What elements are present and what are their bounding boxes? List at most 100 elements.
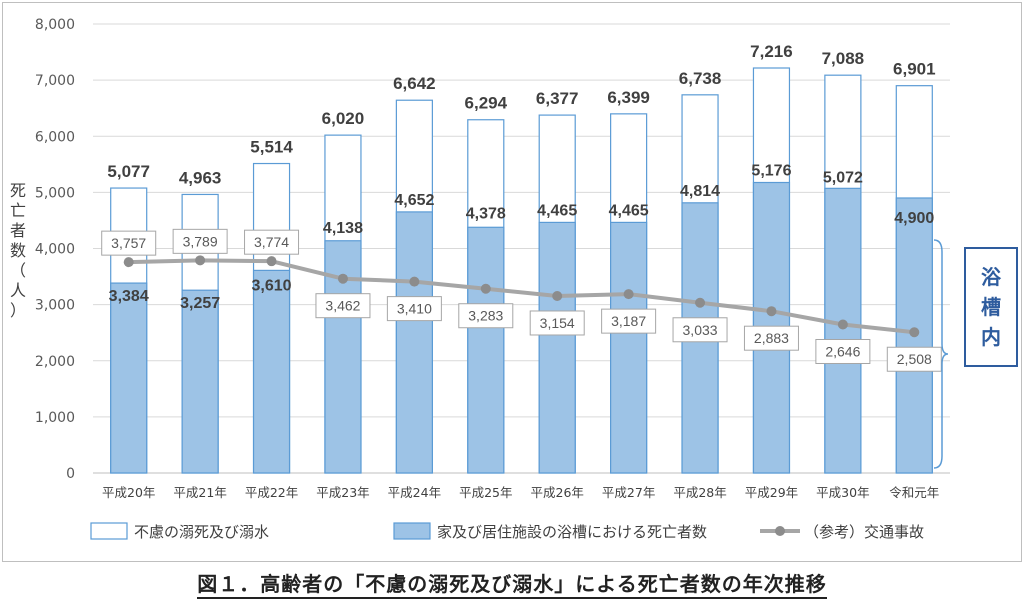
traffic-line: [128, 258, 915, 335]
traffic-point: [123, 257, 134, 268]
bar-bathtub: [395, 211, 433, 474]
bathtub-data-label: 4,138: [323, 220, 363, 237]
bathtub-data-label: 4,900: [894, 210, 934, 227]
traffic-label-box: [172, 228, 228, 254]
traffic-point: [337, 273, 348, 284]
bar-bathtub: [824, 187, 862, 474]
y-axis-label-char: 数: [10, 241, 26, 260]
bar-bathtub: [467, 226, 505, 474]
traffic-point: [552, 290, 563, 301]
figure-caption: 図１．高齢者の「不慮の溺死及び溺水」による死亡者数の年次推移: [0, 568, 1024, 599]
y-axis-label-char: ）: [10, 301, 26, 320]
bathtub-data-label: 4,465: [537, 202, 577, 219]
x-tick-label: 平成28年: [673, 485, 726, 500]
bathtub-data-label: 3,384: [109, 288, 149, 305]
bar-bathtub: [538, 221, 576, 474]
y-tick-label: 0: [66, 466, 75, 482]
total-data-label: 5,077: [107, 162, 150, 181]
brace: [933, 239, 949, 469]
total-data-label: 6,901: [893, 60, 936, 79]
total-data-label: 6,294: [465, 94, 508, 113]
traffic-data-label: 3,757: [111, 235, 146, 251]
traffic-label-box: [672, 317, 728, 343]
traffic-data-label: 3,774: [254, 234, 289, 250]
total-data-label: 4,963: [179, 168, 222, 187]
bathtub-data-label: 3,610: [252, 277, 292, 294]
chart: 0 1,000 2,000 3,000 4,000 5,000 6,000 7,000 8,00…: [10, 17, 1018, 541]
traffic-data-label: 3,154: [540, 315, 575, 331]
traffic-data-label: 3,789: [183, 233, 218, 249]
legend-swatch-bathtub: [393, 522, 431, 540]
y-tick-label: 1,000: [35, 410, 75, 426]
traffic-data-label: 3,283: [468, 308, 503, 324]
legend-label-bathtub: 家及び居住施設の浴槽における死亡者数: [437, 523, 707, 541]
traffic-point: [623, 289, 634, 300]
y-tick-label: 7,000: [35, 73, 75, 89]
traffic-data-label: 3,033: [683, 322, 718, 338]
traffic-point: [766, 306, 777, 317]
total-data-label: 5,514: [250, 138, 293, 157]
bathtub-data-label: 4,652: [394, 192, 434, 209]
traffic-point: [195, 255, 206, 266]
traffic-point: [695, 297, 706, 308]
total-data-label: 6,020: [322, 109, 365, 128]
annotation-char: 内: [981, 325, 1001, 349]
x-tick-label: 平成23年: [316, 485, 369, 500]
x-tick-label: 平成29年: [745, 485, 798, 500]
y-axis-label-char: 亡: [10, 201, 26, 220]
bar-bathtub: [110, 282, 148, 474]
bathtub-data-label: 4,814: [680, 183, 720, 200]
total-data-label: 7,088: [822, 49, 865, 68]
bathtub-data-label: 5,072: [823, 169, 863, 186]
legend-swatch-point: [775, 526, 785, 536]
y-tick-label: 8,000: [35, 17, 75, 33]
traffic-label-box: [601, 308, 657, 334]
x-tick-label: 平成24年: [388, 485, 441, 500]
caption-text: 図１．高齢者の「不慮の溺死及び溺水」による死亡者数の年次推移: [197, 572, 827, 599]
x-tick-label: 令和元年: [889, 485, 939, 500]
y-tick-label: 4,000: [35, 242, 75, 258]
traffic-point: [909, 327, 920, 338]
legend-swatch-total: [90, 522, 128, 540]
legend-label-traffic: （参考）交通事故: [804, 523, 924, 541]
traffic-label-box: [886, 346, 942, 372]
total-data-label: 6,377: [536, 89, 579, 108]
traffic-label-box: [458, 303, 514, 329]
traffic-point: [837, 319, 848, 330]
bathtub-data-label: 3,257: [180, 295, 220, 312]
bar-bathtub: [252, 269, 291, 474]
annotation-box: [964, 247, 1018, 367]
y-tick-label: 6,000: [35, 129, 75, 145]
traffic-point: [480, 283, 491, 294]
traffic-label-box: [743, 325, 799, 351]
traffic-data-label: 3,187: [611, 313, 646, 329]
annotation-char: 槽: [981, 295, 1001, 319]
y-axis-label-char: 者: [10, 221, 26, 240]
y-axis-label-char: （: [10, 261, 26, 280]
traffic-data-label: 2,508: [897, 351, 932, 367]
bar-bathtub: [610, 221, 648, 474]
bar-bathtub: [181, 289, 219, 474]
traffic-data-label: 3,410: [397, 301, 432, 317]
y-axis-label-char: 人: [10, 281, 26, 300]
y-tick-label: 2,000: [35, 354, 75, 370]
annotation-char: 浴: [981, 265, 1002, 289]
bathtub-data-label: 5,176: [751, 162, 791, 179]
x-tick-label: 平成27年: [602, 485, 655, 500]
traffic-data-label: 2,646: [825, 343, 860, 359]
traffic-point: [266, 256, 277, 267]
total-data-label: 6,399: [607, 88, 650, 107]
total-data-label: 7,216: [750, 42, 793, 61]
traffic-point: [409, 276, 420, 287]
traffic-label-box: [529, 310, 585, 336]
x-tick-label: 平成26年: [531, 485, 584, 500]
x-tick-label: 平成22年: [245, 485, 298, 500]
traffic-label-box: [386, 296, 442, 322]
traffic-label-box: [815, 338, 871, 364]
total-data-label: 6,642: [393, 74, 436, 93]
y-tick-label: 5,000: [35, 185, 75, 201]
x-tick-label: 平成30年: [816, 485, 869, 500]
traffic-label-box: [315, 293, 371, 319]
bathtub-data-label: 4,378: [466, 205, 506, 222]
traffic-label-box: [101, 230, 157, 256]
